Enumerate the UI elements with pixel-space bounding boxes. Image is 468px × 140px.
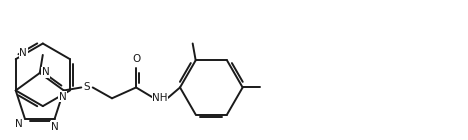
Text: N: N (58, 92, 66, 102)
Text: O: O (132, 54, 140, 64)
Text: N: N (42, 67, 49, 77)
Text: N: N (51, 122, 58, 132)
Text: N: N (19, 48, 27, 58)
Text: N: N (15, 119, 22, 129)
Text: S: S (83, 82, 90, 92)
Text: NH: NH (153, 93, 168, 103)
